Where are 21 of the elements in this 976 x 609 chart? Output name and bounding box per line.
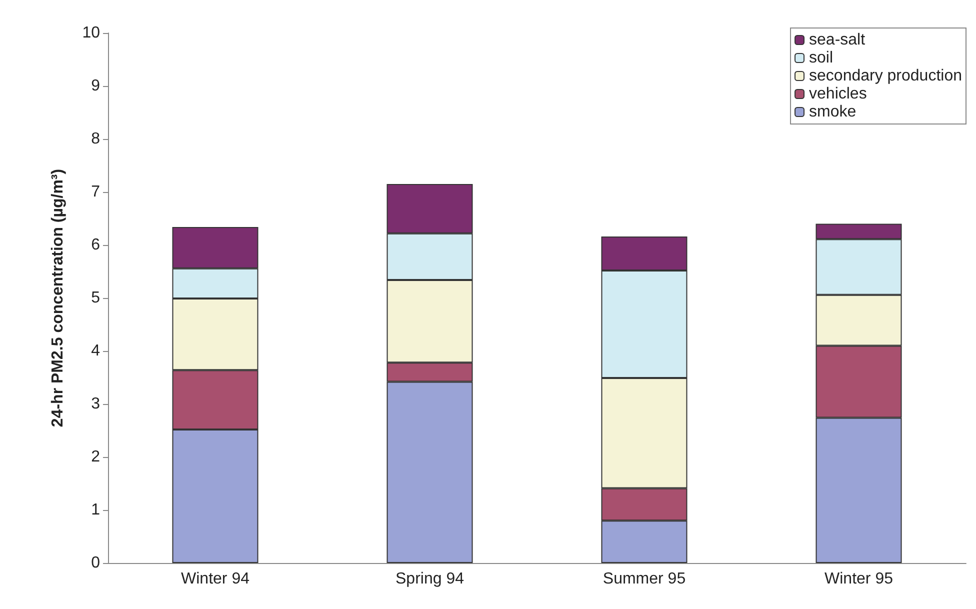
legend-label: vehicles xyxy=(809,86,867,102)
x-tick-label: Spring 94 xyxy=(396,570,464,588)
y-tick-label: 8 xyxy=(91,130,100,148)
y-tick-label: 3 xyxy=(91,396,100,412)
y-tick-label: 0 xyxy=(91,554,100,572)
legend-label: smoke xyxy=(809,104,856,120)
legend-label: sea-salt xyxy=(809,32,866,48)
x-tick-label: Winter 94 xyxy=(181,570,250,588)
legend-label: soil xyxy=(809,50,834,66)
x-tick-label: Summer 95 xyxy=(602,570,686,588)
y-tick-label: 6 xyxy=(91,236,100,254)
y-tick-label: 4 xyxy=(91,342,100,360)
y-tick-label: 5 xyxy=(91,290,100,306)
y-tick-label: 1 xyxy=(91,502,100,518)
x-tick-label: Winter 95 xyxy=(824,570,894,588)
y-tick-label: 10 xyxy=(82,24,100,42)
y-tick-label: 9 xyxy=(91,78,100,94)
y-tick-label: 2 xyxy=(91,448,100,466)
legend-label: secondary production xyxy=(809,68,962,84)
y-tick-label: 7 xyxy=(91,184,100,200)
y-axis-title: 24-hr PM2.5 concentration (µg/m³) xyxy=(50,168,66,428)
